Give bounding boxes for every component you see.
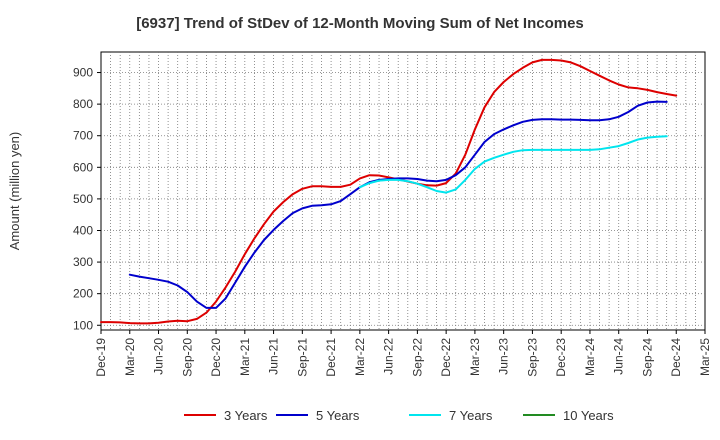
legend-label: 3 Years <box>224 408 268 423</box>
series-lines <box>100 58 678 325</box>
x-tick-label: Jun-20 <box>152 338 166 375</box>
y-tick-label: 800 <box>73 97 93 111</box>
series-line-2 <box>128 100 668 309</box>
y-tick-label: 300 <box>73 255 93 269</box>
legend-label: 10 Years <box>563 408 614 423</box>
y-axis-label: Amount (million yen) <box>7 132 22 251</box>
x-axis-ticks: Dec-19 Mar-20 Jun-20 Sep-20 Dec-20 Mar-21 Jun-… <box>94 330 712 377</box>
x-tick-label: Mar-20 <box>123 338 137 376</box>
legend: 3 Years 5 Years 7 Years 10 Years <box>184 408 614 423</box>
y-tick-label: 200 <box>73 287 93 301</box>
x-tick-label: Jun-23 <box>497 338 511 375</box>
x-tick-label: Dec-23 <box>554 338 568 377</box>
y-tick-label: 700 <box>73 129 93 143</box>
legend-label: 7 Years <box>449 408 493 423</box>
legend-label: 5 Years <box>316 408 360 423</box>
x-tick-label: Mar-22 <box>353 338 367 376</box>
x-tick-label: Mar-24 <box>583 338 597 376</box>
x-tick-label: Dec-19 <box>94 338 108 377</box>
x-tick-label: Sep-21 <box>295 338 309 377</box>
x-tick-label: Mar-21 <box>238 338 252 376</box>
x-tick-label: Jun-21 <box>267 338 281 375</box>
x-tick-label: Sep-20 <box>180 338 194 377</box>
y-tick-label: 600 <box>73 160 93 174</box>
x-tick-label: Sep-22 <box>410 338 424 377</box>
y-tick-label: 900 <box>73 66 93 80</box>
series-line-3 <box>358 135 668 194</box>
series-line-1 <box>100 58 678 325</box>
x-tick-label: Dec-21 <box>324 338 338 377</box>
x-tick-label: Mar-23 <box>468 338 482 376</box>
plot-area <box>100 51 706 331</box>
y-tick-label: 500 <box>73 192 93 206</box>
x-tick-label: Jun-24 <box>612 338 626 375</box>
x-tick-label: Dec-22 <box>439 338 453 377</box>
x-tick-label: Dec-24 <box>669 338 683 377</box>
chart-title: [6937] Trend of StDev of 12-Month Moving… <box>136 15 584 32</box>
x-tick-label: Sep-24 <box>640 338 654 377</box>
x-tick-label: Sep-23 <box>525 338 539 377</box>
x-tick-label: Dec-20 <box>209 338 223 377</box>
x-tick-label: Jun-22 <box>382 338 396 375</box>
y-tick-label: 100 <box>73 318 93 332</box>
y-axis-ticks: 100 200 300 400 500 600 700 800 900 <box>73 66 101 332</box>
x-tick-label: Mar-25 <box>698 338 712 376</box>
y-tick-label: 400 <box>73 223 93 237</box>
